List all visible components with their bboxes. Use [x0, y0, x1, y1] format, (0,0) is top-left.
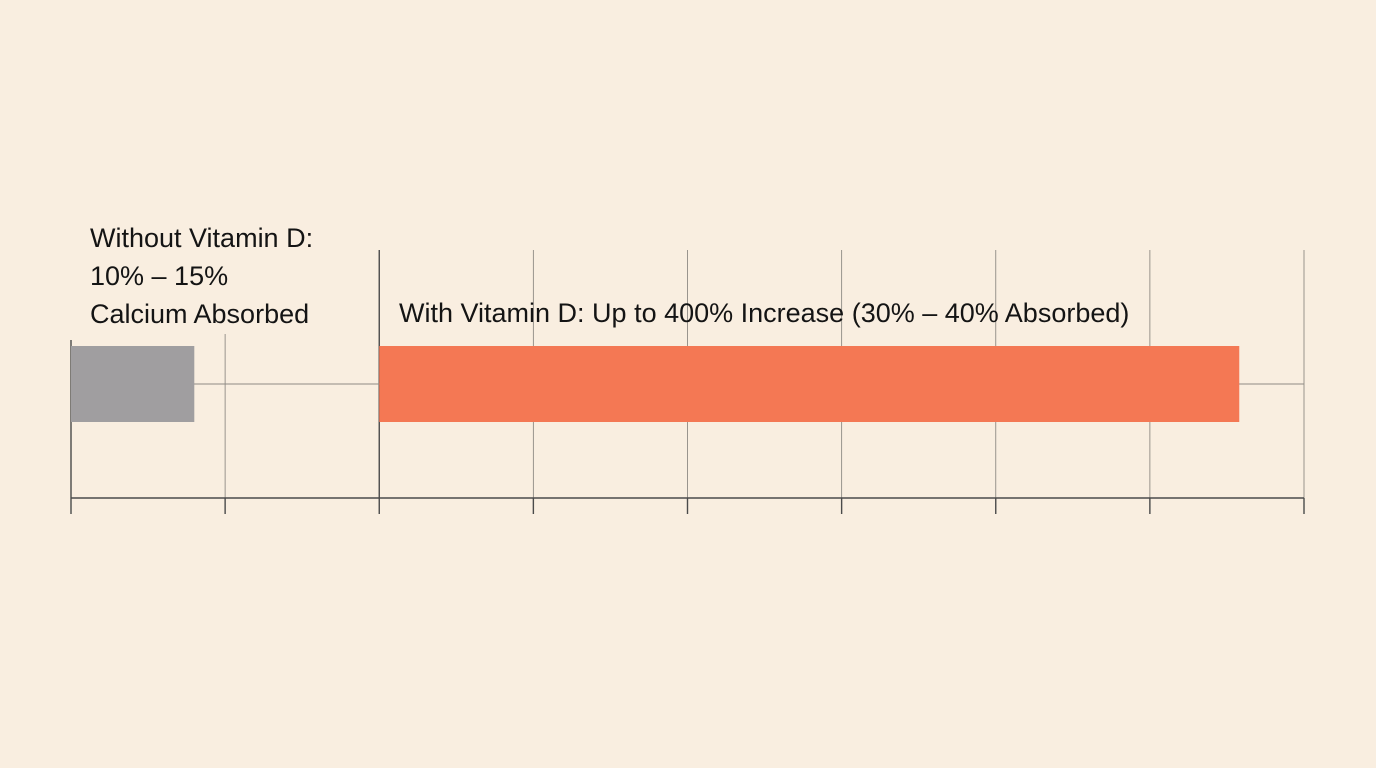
without-label-line-1: Without Vitamin D:: [90, 223, 314, 253]
without-vitamin-d-label: Without Vitamin D: 10% – 15% Calcium Abs…: [90, 219, 313, 333]
without-vitamin-d-bar: [71, 346, 195, 422]
with-vitamin-d-bar: [379, 346, 1240, 422]
without-label-line-3: Calcium Absorbed: [90, 299, 310, 329]
with-vitamin-d-label: With Vitamin D: Up to 400% Increase (30%…: [399, 294, 1129, 332]
x-axis: [70, 497, 1305, 514]
bars: [71, 346, 1240, 422]
with-label-line-1: With Vitamin D: Up to 400% Increase (30%…: [399, 298, 1130, 328]
without-label-line-2: 10% – 15%: [90, 261, 229, 291]
